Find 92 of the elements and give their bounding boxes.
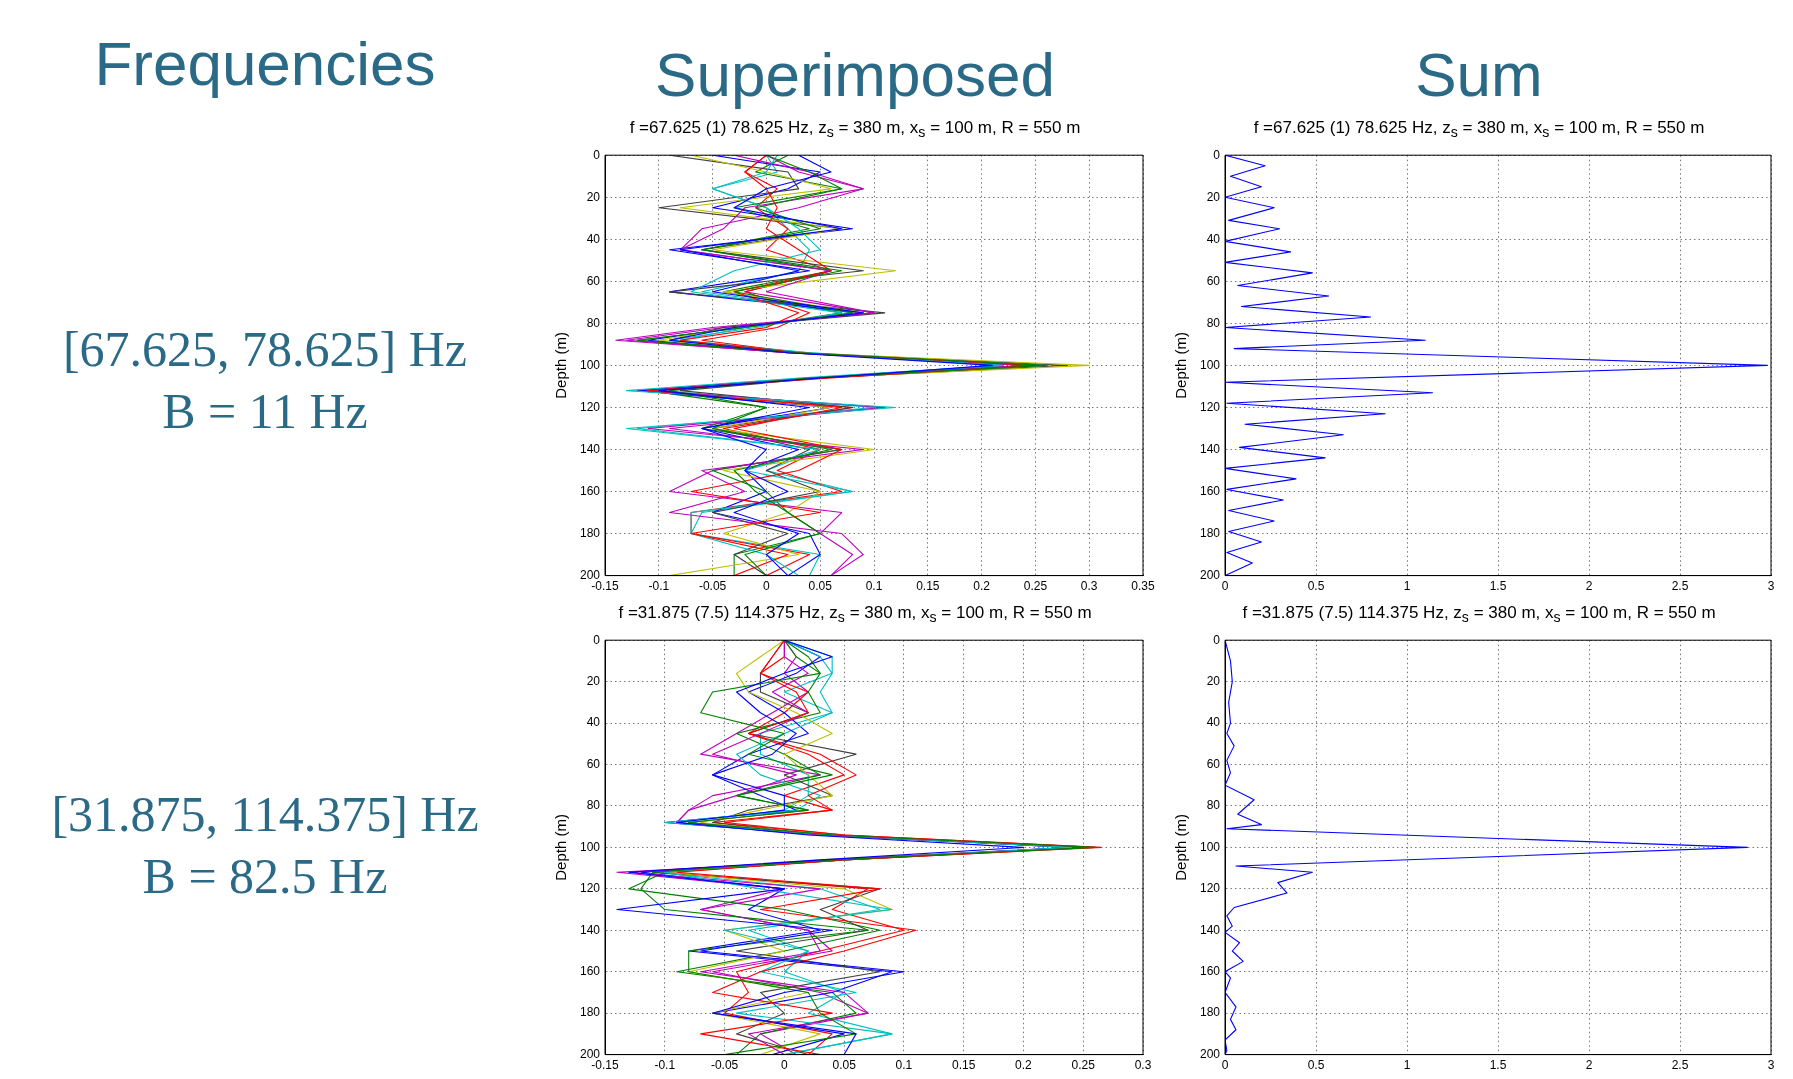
y-tick-label: 20 [1206,673,1221,688]
y-tick-label: 40 [586,231,601,246]
y-tick-label: 120 [579,881,601,896]
x-tick-label: -0.15 [591,579,620,594]
x-tick-label: 0.15 [916,579,940,594]
x-tick-label: 0.1 [865,579,883,594]
y-tick-label: 200 [1199,1046,1221,1061]
y-tick-label: 40 [1206,231,1221,246]
y-tick-label: 20 [586,673,601,688]
y-tick-label: 0 [1213,632,1221,647]
y-tick-label: 200 [579,1046,601,1061]
x-tick-label: -0.05 [710,1058,739,1073]
x-tick-label: 0.5 [1307,579,1325,594]
y-tick-label: 20 [586,189,601,204]
x-tick-label: 0.25 [1023,579,1048,594]
x-tick-label: 0.05 [832,1058,857,1073]
chart-title: Sum [1414,39,1544,111]
x-tick-label: 0.2 [973,579,991,594]
x-tick-label: 0.25 [1071,1058,1096,1073]
x-tick-label: 0 [781,1058,788,1073]
x-tick-label: 2.5 [1671,1058,1689,1073]
x-tick-label: -0.1 [654,1058,676,1073]
x-tick-label: 1 [1403,579,1411,594]
text: Frequencies [93,28,437,99]
y-tick-label: 60 [1206,273,1221,288]
x-tick-label: 1 [1403,1058,1411,1073]
chart-subtitle: f =67.625 (1) 78.625 Hz, z$_{s}$ = 380 m, x$_{s}$ = 100 m, R = 550 m [1252,117,1706,143]
text: B = 82.5 Hz [141,847,389,905]
y-tick-label: 0 [593,632,601,647]
y-tick-label: 180 [1199,1005,1221,1020]
y-tick-label: 120 [1199,881,1221,896]
x-tick-label: 3 [1767,1058,1775,1073]
y-tick-label: 160 [1199,964,1221,979]
y-tick-label: 180 [579,525,601,540]
x-tick-label: 0.35 [1131,579,1155,594]
x-tick-label: 1.5 [1489,579,1507,594]
y-tick-label: 40 [586,715,601,730]
y-tick-label: 140 [579,922,601,937]
x-tick-label: 0.5 [1307,1058,1325,1073]
y-axis-title: Depth (m) [552,814,570,881]
x-tick-label: 2.5 [1671,579,1689,594]
y-tick-label: 80 [586,798,601,813]
y-tick-label: 20 [1206,189,1221,204]
y-tick-label: 100 [1199,839,1221,854]
text: [31.875, 114.375] Hz [50,785,480,843]
y-tick-label: 160 [1199,483,1221,498]
chart-title: f =31.875 (7.5) 114.375 Hz, z$_{s}$ = 380 m, x$_{s}$ = 100 m, R = 550 m [617,602,1093,628]
y-tick-label: 160 [579,964,601,979]
y-tick-label: 100 [579,839,601,854]
y-tick-label: 160 [579,483,601,498]
y-tick-label: 100 [1199,357,1221,372]
y-tick-label: 180 [579,1005,601,1020]
y-tick-label: 100 [579,357,601,372]
y-tick-label: 40 [1206,715,1221,730]
x-tick-label: 0.1 [895,1058,913,1073]
y-tick-label: 80 [1206,798,1221,813]
x-tick-label: 0 [763,579,771,594]
y-tick-label: 120 [579,399,601,414]
y-tick-label: 80 [586,315,601,330]
x-tick-label: 3 [1767,579,1775,594]
y-tick-label: 80 [1206,315,1221,330]
x-tick-label: 1.5 [1489,1058,1507,1073]
y-tick-label: 200 [1199,567,1221,582]
y-tick-label: 60 [1206,756,1221,771]
y-tick-label: 60 [586,273,601,288]
y-tick-label: 200 [579,567,601,582]
y-axis-title: Depth (m) [1172,814,1190,881]
x-tick-label: 0.3 [1134,1058,1152,1073]
y-tick-label: 0 [593,147,601,162]
x-tick-label: -0.1 [648,579,670,594]
chart-title: f =31.875 (7.5) 114.375 Hz, z$_{s}$ = 380 m, x$_{s}$ = 100 m, R = 550 m [1241,602,1717,628]
y-tick-label: 140 [1199,922,1221,937]
y-tick-label: 60 [586,756,601,771]
x-tick-label: 0.05 [808,579,833,594]
y-tick-label: 0 [1213,147,1221,162]
y-axis-title: Depth (m) [1172,332,1190,399]
y-axis-title: Depth (m) [552,332,570,399]
text: B = 11 Hz [161,382,369,440]
x-tick-label: 2 [1585,1058,1593,1073]
x-tick-label: 0.3 [1080,579,1098,594]
chart-title: Superimposed [654,39,1056,111]
x-tick-label: 0.2 [1015,1058,1033,1073]
y-tick-label: 140 [579,441,601,456]
text: [67.625, 78.625] Hz [61,320,469,378]
x-tick-label: -0.15 [591,1058,620,1073]
x-tick-label: 0.15 [951,1058,976,1073]
x-tick-label: -0.05 [698,579,727,594]
y-tick-label: 180 [1199,525,1221,540]
y-tick-label: 140 [1199,441,1221,456]
x-tick-label: 2 [1585,579,1593,594]
y-tick-label: 120 [1199,399,1221,414]
chart-subtitle: f =67.625 (1) 78.625 Hz, z$_{s}$ = 380 m, x$_{s}$ = 100 m, R = 550 m [628,117,1082,143]
